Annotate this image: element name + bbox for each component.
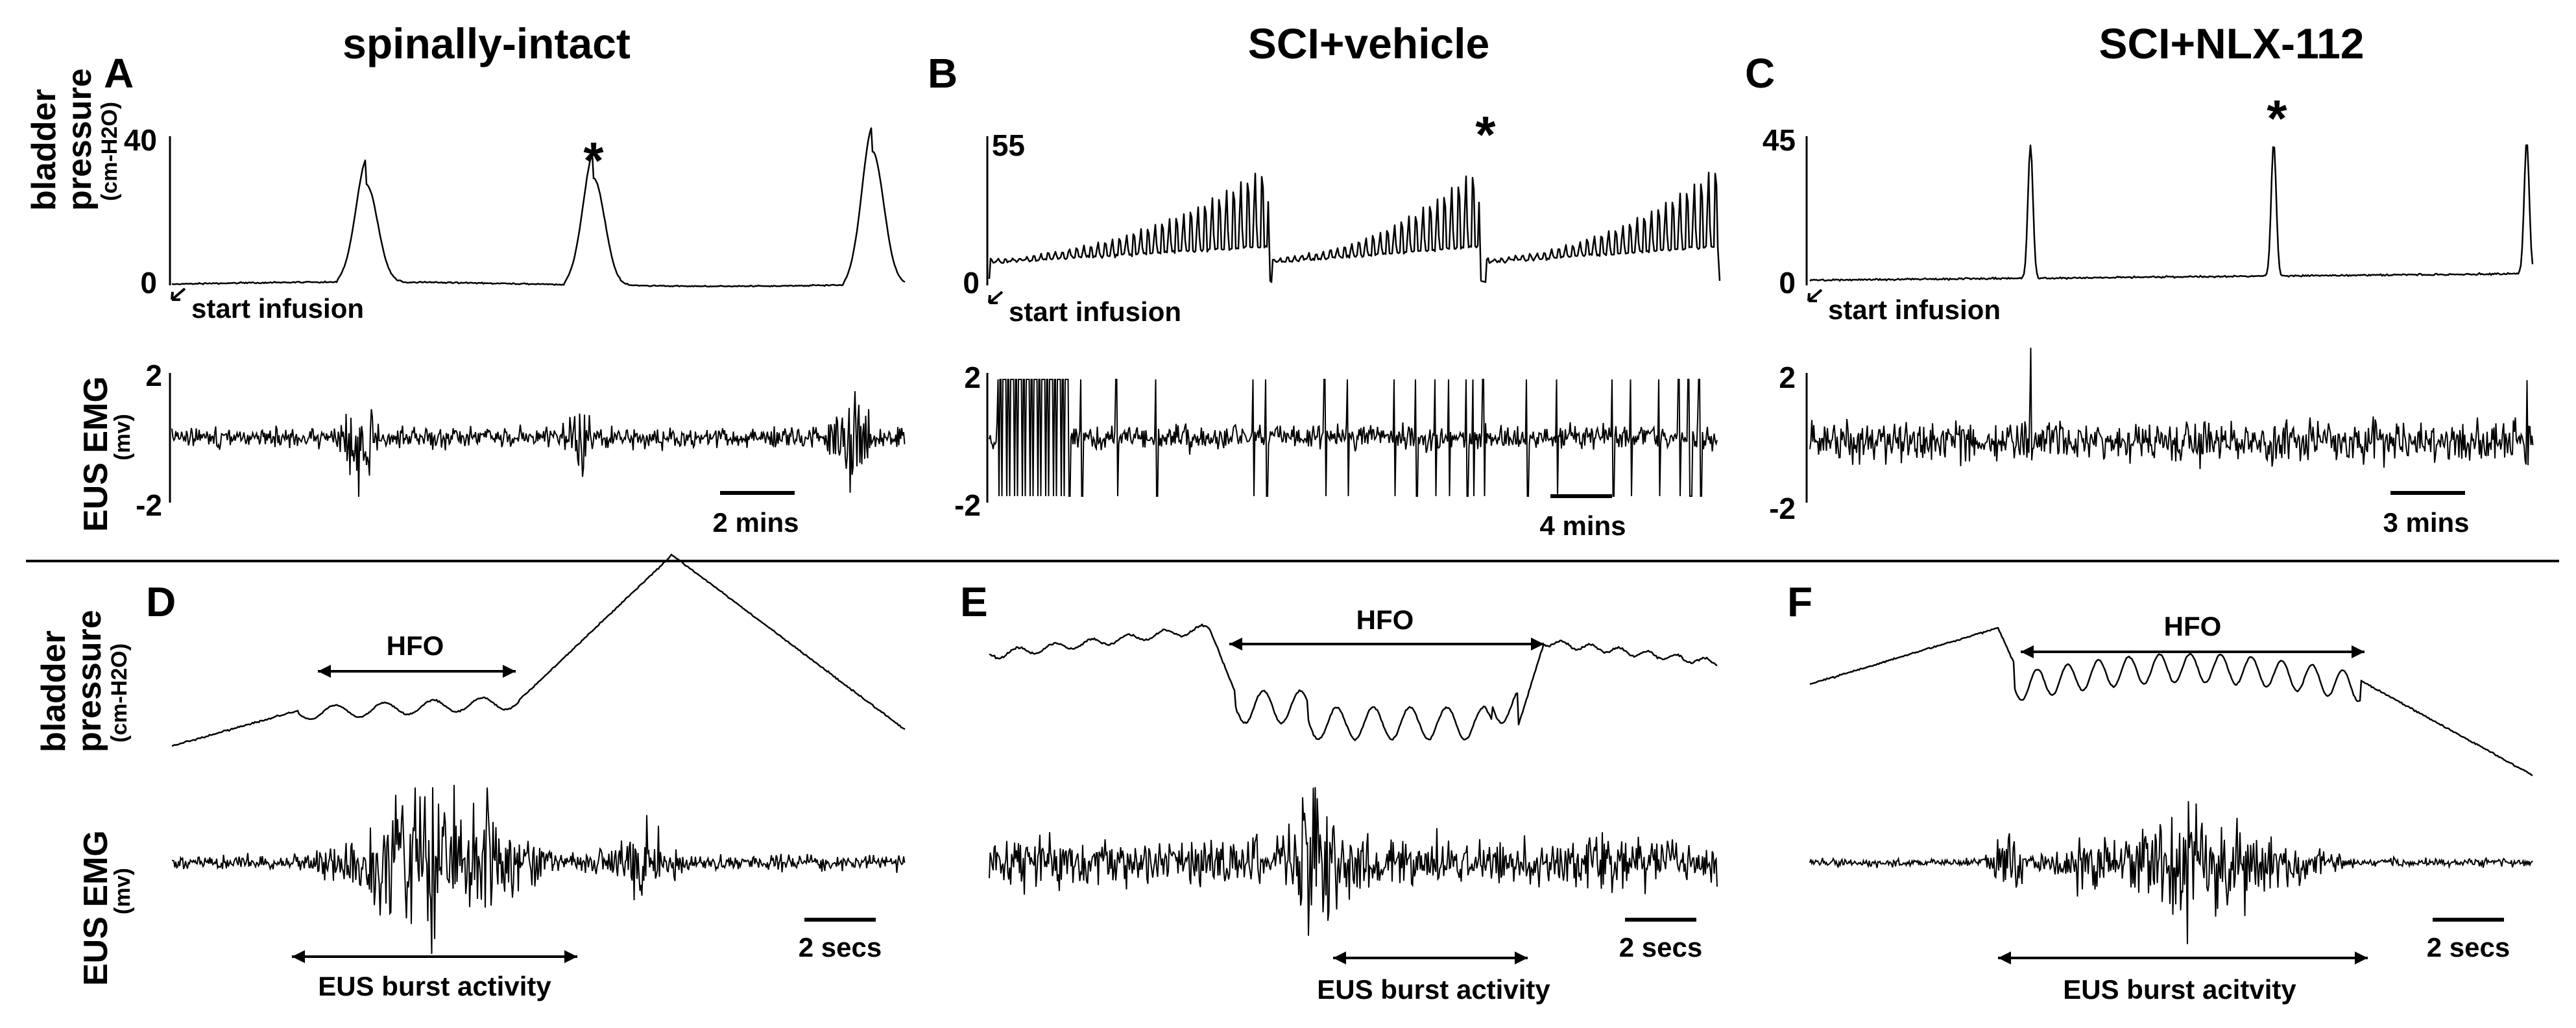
panel-letter-a: A	[104, 50, 134, 97]
panel-e-hfo-arrow	[1229, 638, 1544, 651]
panel-c-ymax: 45	[1763, 123, 1796, 157]
svg-text:(cm-H2O): (cm-H2O)	[97, 102, 122, 201]
panel-b-ymin: 0	[963, 266, 980, 300]
panel-e-burst-label: EUS burst activity	[1317, 974, 1550, 1005]
panel-e-scale-label: 2 secs	[1619, 932, 1702, 962]
panel-f-burst-label: EUS burst acitvity	[2063, 974, 2296, 1005]
panel-f: HFO EUS burst acitvity 2 secs	[1809, 611, 2533, 1005]
panel-a-scale-label: 2 mins	[712, 507, 799, 538]
panel-f-emg-trace	[1809, 801, 2533, 944]
panel-b-start-arrow-icon	[988, 291, 1004, 304]
panel-c-scale-label: 3 mins	[2383, 507, 2469, 538]
panel-d-pressure-trace	[171, 553, 906, 747]
panel-d-hfo-arrow	[318, 665, 516, 678]
panel-a-emg-min: -2	[136, 488, 162, 522]
panel-a-ymin: 0	[140, 266, 157, 300]
panel-letter-b: B	[928, 50, 957, 97]
panel-e: HFO EUS burst activity 2 secs	[989, 604, 1718, 1005]
panel-f-pressure-trace	[1809, 627, 2533, 776]
svg-text:bladder: bladder	[35, 630, 73, 752]
panel-b-ymax: 55	[992, 128, 1025, 162]
ylabel-bladder-bottom: bladder pressure (cm-H2O)	[35, 610, 132, 752]
panel-f-hfo-arrow	[2021, 645, 2365, 658]
panel-a-ymax: 40	[124, 123, 157, 157]
panel-c-star: *	[2267, 90, 2287, 147]
panel-f-hfo-label: HFO	[2164, 611, 2222, 641]
panel-a-emg-max: 2	[145, 359, 162, 392]
panel-d-hfo-label: HFO	[387, 630, 444, 661]
panel-a-start-label: start infusion	[191, 293, 364, 324]
ylabel-bladder-top: bladder pressure (cm-H2O)	[25, 68, 122, 211]
svg-text:bladder: bladder	[25, 89, 63, 211]
panel-c-start-arrow-icon	[1807, 289, 1823, 302]
ylabel-emg-top: EUS EMG (mv)	[77, 376, 135, 532]
panel-e-pressure-trace	[989, 623, 1718, 741]
svg-text:pressure: pressure	[61, 68, 99, 211]
panel-a-star: *	[583, 132, 604, 189]
panel-letter-d: D	[146, 579, 176, 625]
panel-d-scale-label: 2 secs	[799, 932, 882, 962]
svg-text:pressure: pressure	[71, 610, 108, 752]
svg-text:(mv): (mv)	[110, 868, 135, 914]
panel-b-pressure-trace	[988, 171, 1721, 283]
panel-b-scale-label: 4 mins	[1539, 510, 1626, 541]
panel-d: HFO EUS burst activity 2 secs	[171, 553, 906, 1001]
panel-letter-e: E	[960, 579, 988, 625]
panel-d-emg-trace	[172, 785, 906, 954]
panel-c-emg-trace	[1809, 348, 2534, 470]
panel-letter-f: F	[1787, 579, 1812, 625]
panel-a-start-arrow-icon	[171, 287, 186, 301]
svg-text:(mv): (mv)	[110, 414, 135, 460]
svg-text:(cm-H2O): (cm-H2O)	[107, 643, 132, 743]
panel-b-emg-max: 2	[964, 361, 981, 394]
panel-b-emg-trace	[989, 379, 1718, 497]
panel-c-pressure-trace	[1809, 144, 2534, 282]
column-title-sci-nlx112: SCI+NLX-112	[2099, 19, 2364, 67]
panel-b-star: *	[1475, 106, 1496, 163]
column-title-sci-vehicle: SCI+vehicle	[1248, 19, 1489, 67]
panel-b-start-label: start infusion	[1009, 296, 1181, 327]
panel-c-emg-min: -2	[1769, 492, 1796, 525]
panel-e-burst-arrow	[1333, 951, 1528, 964]
svg-text:EUS EMG: EUS EMG	[77, 376, 115, 532]
panel-f-burst-arrow	[1998, 951, 2368, 964]
panel-e-hfo-label: HFO	[1356, 604, 1414, 635]
panel-b: 55 0 * start infusion 2 -2 4 mins	[954, 106, 1721, 541]
panel-a: 40 0 * start infusion 2 -2 2 mins	[124, 123, 906, 538]
ylabel-emg-bottom: EUS EMG (mv)	[77, 830, 135, 986]
panel-b-emg-min: -2	[954, 488, 981, 522]
panel-a-emg-trace	[171, 391, 906, 497]
panel-d-burst-label: EUS burst activity	[318, 971, 551, 1001]
panel-c-start-label: start infusion	[1828, 294, 2001, 325]
panel-f-scale-label: 2 secs	[2427, 932, 2510, 962]
panel-d-burst-arrow	[292, 950, 577, 963]
panel-c: 45 0 * start infusion 2 -2 3 mins	[1763, 90, 2534, 538]
column-title-spinally-intact: spinally-intact	[343, 19, 631, 67]
panel-a-pressure-trace	[171, 127, 906, 288]
panel-e-emg-trace	[989, 787, 1718, 936]
panel-c-emg-max: 2	[1779, 361, 1796, 394]
panel-letter-c: C	[1745, 50, 1775, 97]
svg-text:EUS EMG: EUS EMG	[77, 830, 115, 986]
panel-c-ymin: 0	[1779, 266, 1796, 300]
